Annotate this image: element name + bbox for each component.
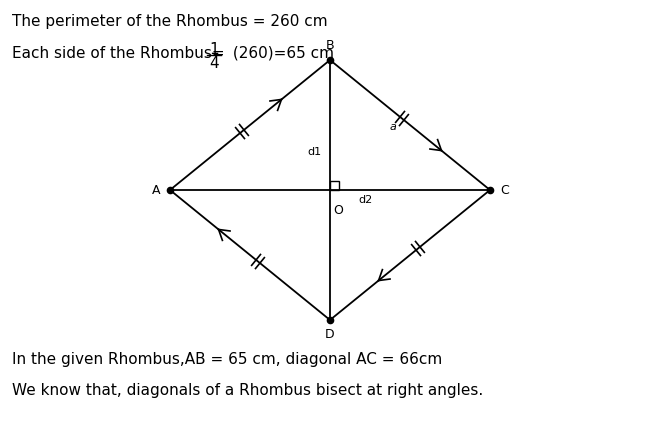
Text: d2: d2 — [358, 195, 372, 205]
Text: B: B — [326, 39, 334, 52]
Text: C: C — [500, 184, 509, 196]
Text: O: O — [333, 204, 343, 217]
Text: (260)=65 cm: (260)=65 cm — [228, 46, 334, 61]
Text: D: D — [325, 328, 335, 341]
Bar — [330, 181, 339, 190]
Text: We know that, diagonals of a Rhombus bisect at right angles.: We know that, diagonals of a Rhombus bis… — [12, 383, 483, 398]
Text: a: a — [390, 122, 397, 132]
Text: 1: 1 — [209, 42, 219, 57]
Text: 4: 4 — [209, 56, 219, 71]
Text: The perimeter of the Rhombus = 260 cm: The perimeter of the Rhombus = 260 cm — [12, 14, 328, 29]
Text: d1: d1 — [308, 147, 322, 157]
Text: Each side of the Rhombus=: Each side of the Rhombus= — [12, 46, 230, 61]
Text: In the given Rhombus,AB = 65 cm, diagonal AC = 66cm: In the given Rhombus,AB = 65 cm, diagona… — [12, 352, 442, 367]
Text: A: A — [151, 184, 160, 196]
